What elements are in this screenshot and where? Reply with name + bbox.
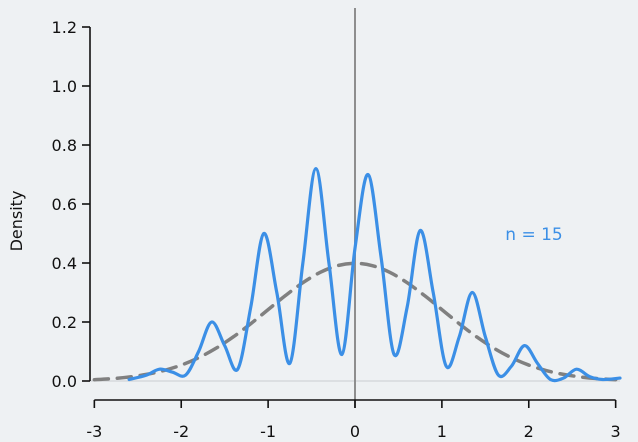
- sample-size-annotation: n = 15: [505, 225, 562, 245]
- y-tick-label: 0.4: [52, 254, 77, 273]
- y-tick-label: 1.2: [52, 18, 77, 37]
- y-tick-label: 0.2: [52, 313, 77, 332]
- y-tick-label: 0.8: [52, 136, 77, 155]
- series-layer: [92, 167, 622, 383]
- label-layer: Density n = 15: [7, 191, 563, 252]
- x-tick-label: -1: [260, 422, 276, 441]
- y-tick-label: 0.0: [52, 372, 77, 391]
- series-line-density: [127, 167, 622, 383]
- x-tick-label: 1: [437, 422, 447, 441]
- x-tick-label: 2: [524, 422, 534, 441]
- x-tick-label: 3: [611, 422, 621, 441]
- series-line-normal-reference: [92, 261, 618, 382]
- y-tick-label: 0.6: [52, 195, 77, 214]
- x-tick-label: 0: [350, 422, 360, 441]
- x-tick-label: -3: [86, 422, 102, 441]
- y-axis-title: Density: [7, 191, 26, 252]
- y-tick-label: 1.0: [52, 77, 77, 96]
- x-tick-label: -2: [173, 422, 189, 441]
- axes-layer: 0.0 0.2 0.4 0.6 0.8 1.0 1.2 -3 -2 -1 0 1 2 3: [52, 8, 621, 441]
